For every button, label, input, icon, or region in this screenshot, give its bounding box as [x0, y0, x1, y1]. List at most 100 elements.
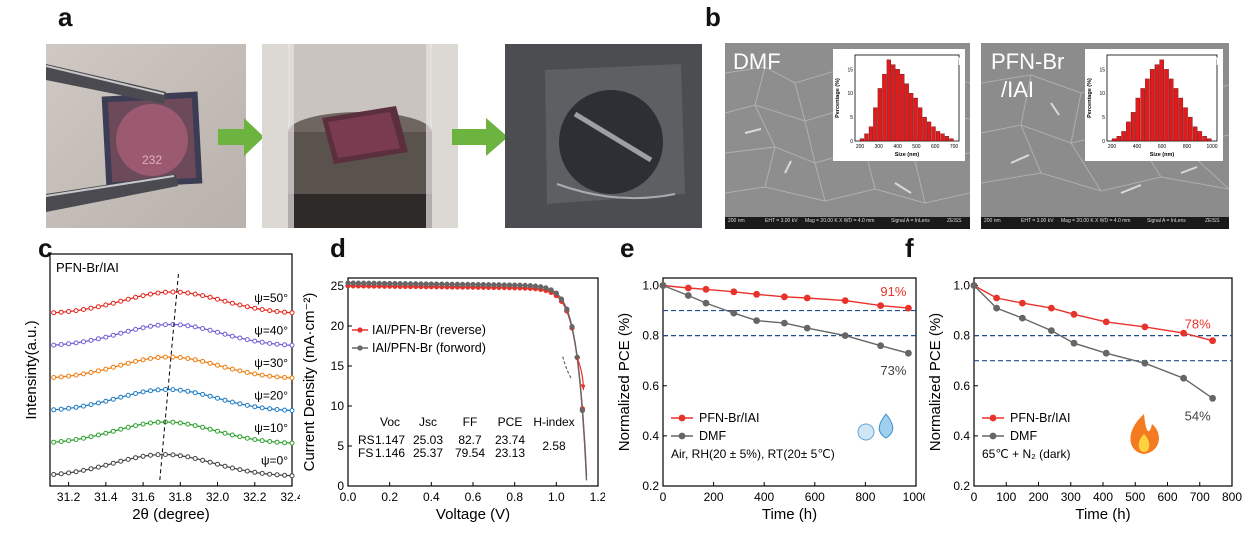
jv-marker [418, 281, 424, 287]
histogram-xtick: 400 [1133, 144, 1142, 150]
xrd-marker [162, 289, 168, 295]
xrd-marker [95, 464, 101, 470]
xrd-marker [267, 308, 273, 314]
legend-marker [678, 414, 686, 422]
xrd-marker [51, 407, 57, 413]
jv-marker [517, 282, 523, 288]
histogram-bar [913, 97, 918, 142]
y-axis-label: Normalized PCE (%) [927, 313, 944, 451]
xrd-marker [289, 375, 295, 381]
xrd-marker [200, 424, 206, 430]
xrd-marker [267, 406, 273, 412]
jv-marker [371, 280, 377, 286]
xrd-marker [118, 298, 124, 304]
legend-marker [357, 345, 363, 351]
histogram-xtick: 500 [912, 144, 921, 150]
histogram-bar [940, 133, 945, 142]
histogram-bar [918, 107, 923, 142]
stability-curve [973, 285, 1213, 399]
histogram-bar [1126, 121, 1131, 142]
stability-marker [1019, 314, 1026, 322]
xrd-marker [252, 338, 258, 344]
histogram-bar [873, 107, 878, 142]
xrd-marker [125, 328, 131, 334]
xrd-marker [259, 372, 265, 378]
stability-marker [905, 304, 912, 312]
xrd-marker [148, 356, 153, 361]
xrd-marker [103, 462, 109, 468]
xrd-marker [73, 372, 79, 378]
x-tick-label: 100 [996, 490, 1016, 504]
jv-marker [428, 281, 434, 287]
xrd-marker [192, 423, 198, 429]
histogram-bar [1140, 88, 1145, 142]
jv-marker [485, 282, 492, 288]
histogram-xtick: 700 [950, 144, 959, 150]
xrd-marker [110, 460, 116, 466]
x-tick-label: 1.0 [548, 490, 565, 504]
legend-marker [357, 327, 363, 333]
histogram-bar [900, 73, 905, 142]
y-tick-label: 10 [331, 399, 345, 413]
stability-marker [702, 299, 710, 307]
panel-letter-c: c [38, 233, 53, 263]
y-tick-label: 0 [337, 479, 344, 493]
x-tick-label: 300 [1061, 490, 1081, 504]
jv-marker [564, 306, 570, 312]
jv-marker [553, 290, 559, 296]
xrd-marker [274, 341, 280, 347]
xrd-marker [222, 397, 228, 403]
jv-marker [381, 280, 388, 287]
x-tick-label: 700 [1190, 490, 1210, 504]
xrd-marker [192, 291, 198, 297]
histogram-bar [859, 138, 865, 142]
xrd-marker [148, 388, 153, 394]
jv-marker [465, 281, 471, 288]
xrd-marker [200, 358, 206, 364]
legend-label: PFN-Br/IAI [1010, 411, 1070, 425]
jv-marker [558, 296, 565, 302]
panel-letter-b: b [705, 2, 721, 32]
reverse-scan-arrowhead [580, 384, 586, 390]
jv-marker [366, 280, 372, 286]
xrd-marker [125, 296, 131, 302]
xrd-marker [170, 354, 176, 360]
legend-label: IAI/PFN-Br (reverse) [372, 323, 486, 337]
stability-marker [1070, 339, 1078, 347]
jv-marker [449, 281, 455, 287]
y-tick-label: 0.4 [642, 429, 659, 443]
y-tick-label: 0.2 [953, 479, 970, 493]
stability-marker [702, 285, 710, 293]
xrd-marker [200, 293, 206, 299]
histogram-bar [1164, 69, 1169, 142]
x-tick-label: 200 [1028, 490, 1048, 504]
xrd-marker [133, 294, 139, 300]
jv-marker [392, 280, 398, 287]
histogram-bar [1154, 64, 1160, 142]
xrd-marker [274, 374, 280, 380]
xrd-marker [207, 393, 213, 399]
xrd-marker [118, 362, 124, 368]
xrd-marker [237, 368, 243, 374]
stability-marker [1102, 318, 1110, 326]
xrd-marker [192, 456, 198, 461]
legend-label: PFN-Br/IAI [699, 411, 759, 425]
xrd-chart-c: 31.2 31.4 31.6 31.8 32.0 32.2 32.4 2θ (degree) I… [23, 253, 300, 523]
table-cell: 1.146 [375, 446, 405, 460]
xrd-marker [95, 336, 101, 342]
xrd-marker [118, 426, 124, 432]
sem-meta-mag: Mag = 20.00 K X WD = 4.0 mm [1061, 218, 1131, 224]
sem-meta-zeiss: ZEISS [947, 218, 962, 224]
panel-letter-d: d [330, 233, 346, 263]
plot-frame [49, 253, 293, 487]
xrd-marker [73, 404, 79, 410]
stability-marker [753, 317, 760, 324]
jv-marker [387, 280, 393, 287]
table-cell: 25.03 [413, 433, 443, 447]
histogram-bar [1192, 126, 1198, 142]
xrd-marker [81, 371, 86, 377]
xrd-marker [252, 305, 258, 311]
xrd-marker [95, 400, 101, 406]
stability-marker [1070, 310, 1078, 318]
histogram-bar [868, 126, 874, 142]
